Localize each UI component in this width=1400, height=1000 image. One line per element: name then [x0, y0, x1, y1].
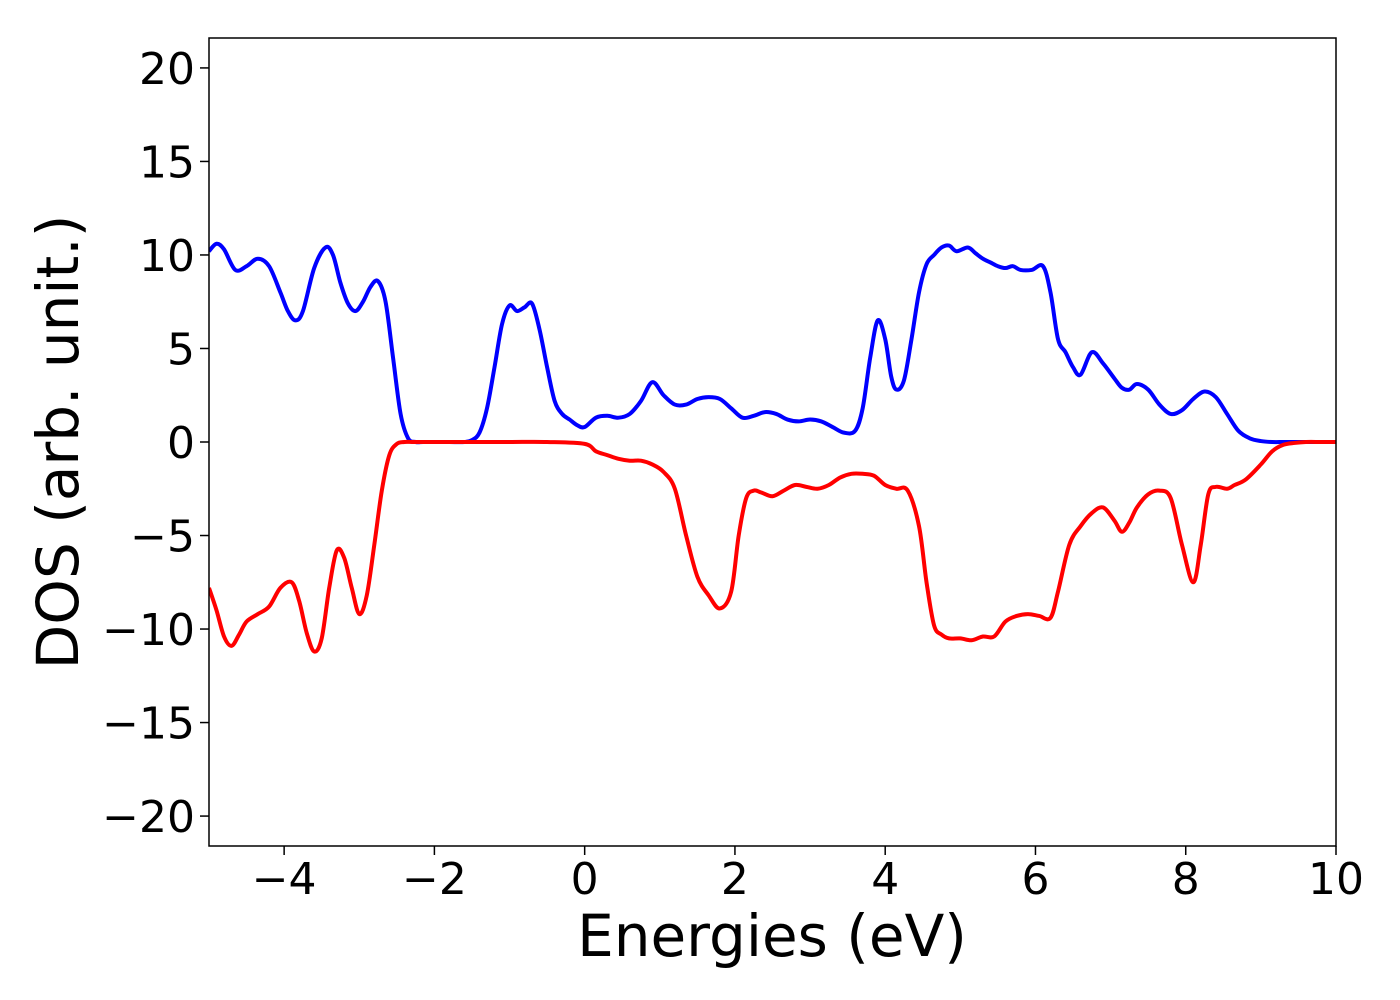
y-tick-label: 20 [139, 44, 195, 95]
x-tick-label: 4 [871, 854, 899, 905]
y-tick-label: 15 [139, 137, 195, 188]
x-tick-label: 10 [1308, 854, 1364, 905]
y-tick-label: 5 [167, 324, 195, 375]
y-tick-label: 10 [139, 231, 195, 282]
x-tick-label: 8 [1172, 854, 1200, 905]
y-axis-title: DOS (arb. unit.) [24, 215, 92, 670]
y-tick-label: −5 [130, 512, 195, 563]
plot-frame [208, 37, 1337, 847]
x-tick-label: 6 [1021, 854, 1049, 905]
y-tick-label: 0 [167, 418, 195, 469]
x-tick-label: −4 [252, 854, 317, 905]
y-tick-label: −10 [102, 605, 195, 656]
x-tick-label: −2 [402, 854, 467, 905]
y-tick-label: −20 [102, 792, 195, 843]
x-tick-label: 0 [571, 854, 599, 905]
series-1-line [209, 241, 1336, 445]
x-axis-title: Energies (eV) [577, 902, 967, 970]
y-tick-label: −15 [102, 699, 195, 750]
series-layer [209, 241, 1336, 654]
series-2-line [209, 439, 1336, 654]
x-tick-label: 2 [721, 854, 749, 905]
